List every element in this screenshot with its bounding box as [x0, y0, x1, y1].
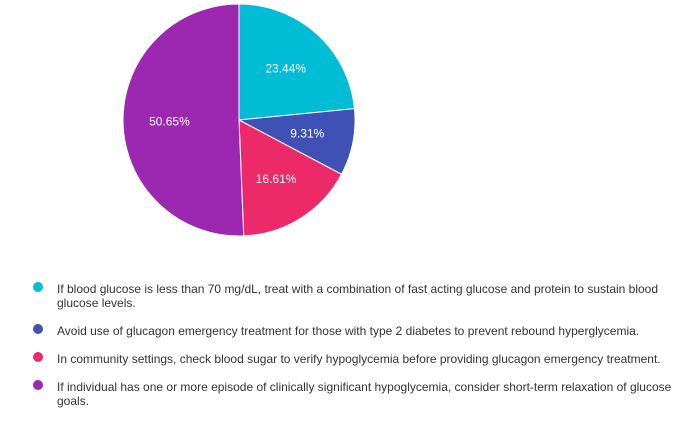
pie-slice-3[interactable] [238, 119, 343, 237]
legend-label: If individual has one or more episode of… [57, 380, 672, 408]
pie-chart: 23.44% 9.31% 16.61% 50.65% [122, 3, 356, 237]
legend-marker-4 [33, 380, 43, 390]
slice-label-1: 23.44% [265, 61, 306, 75]
legend-marker-1 [33, 282, 43, 292]
pie-slice-4[interactable] [122, 3, 245, 237]
legend-label: If blood glucose is less than 70 mg/dL, … [57, 282, 659, 310]
legend-marker-3 [33, 352, 43, 362]
pie-slice-1[interactable] [238, 3, 355, 121]
legend-marker-2 [33, 324, 43, 334]
legend-item[interactable]: Avoid use of glucagon emergency treatmen… [33, 324, 678, 338]
legend: If blood glucose is less than 70 mg/dL, … [33, 282, 678, 422]
slice-label-4: 50.65% [149, 114, 190, 128]
legend-item[interactable]: If blood glucose is less than 70 mg/dL, … [33, 282, 678, 310]
legend-item[interactable]: In community settings, check blood sugar… [33, 352, 678, 366]
legend-label: In community settings, check blood sugar… [57, 352, 661, 366]
slice-label-3: 16.61% [256, 172, 297, 186]
slice-label-2: 9.31% [290, 126, 324, 140]
legend-label: Avoid use of glucagon emergency treatmen… [57, 324, 640, 338]
legend-item[interactable]: If individual has one or more episode of… [33, 380, 678, 408]
